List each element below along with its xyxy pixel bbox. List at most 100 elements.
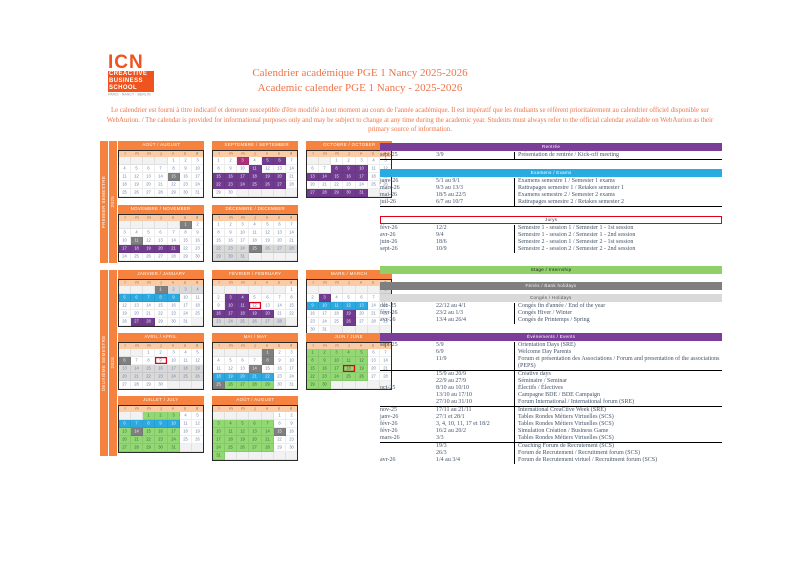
event-row: févr-26 12/2 Semestre 1 - session 1 / Seme… xyxy=(380,225,722,232)
event-month: oct-25 xyxy=(380,385,396,391)
day-cell: 6 xyxy=(119,420,132,428)
section-jurys: Jurys févr-26 12/2 Semestre 1 - session 1 /… xyxy=(380,216,722,253)
day-cell: 18 xyxy=(213,373,226,381)
event-row: janv-26 27/1 et 28/1 Tables Rondes Métiers… xyxy=(380,414,722,421)
day-cell: 21 xyxy=(285,173,297,181)
day-cell: 21 xyxy=(155,181,168,189)
day-cell: 29 xyxy=(167,189,180,197)
day-cell: 15 xyxy=(179,237,192,245)
event-date: 27/10 au 31/10 xyxy=(436,399,472,405)
day-cell: 10 xyxy=(237,229,250,237)
day-cell: 30 xyxy=(191,253,203,261)
day-cell: 15 xyxy=(331,173,344,181)
day-cell: 13 xyxy=(119,365,132,373)
day-cell: 12 xyxy=(143,237,156,245)
section-feries: Fériés / Bank holidays xyxy=(380,282,722,290)
day-cell: 16 xyxy=(167,302,180,310)
day-cell: 9 xyxy=(191,229,203,237)
month-title: SEPTEMBRE / SEPTEMBER xyxy=(212,141,298,150)
logo-line-business: BUSINESS xyxy=(108,78,154,85)
day-cell: 19 xyxy=(379,173,391,181)
day-cell: 23 xyxy=(273,373,286,381)
event-row: 19/3 Coaching Forum de Recrutement (SCS) xyxy=(380,443,722,450)
event-label: Tables Rondes Métiers Virtuelles (SCS) xyxy=(514,414,722,421)
day-cell: 11 xyxy=(191,294,203,302)
event-date: 17/11 au 21/11 xyxy=(436,407,472,413)
day-cell: 14 xyxy=(319,173,332,181)
day-cell: 7 xyxy=(319,165,332,173)
day-cell: 25 xyxy=(191,310,203,318)
day-cell: 18 xyxy=(179,428,192,436)
day-cell: 22 xyxy=(213,245,226,253)
event-month xyxy=(380,443,436,450)
day-cell xyxy=(285,189,297,197)
day-cell: 20 xyxy=(307,181,320,189)
day-cell: 19 xyxy=(261,237,274,245)
day-cell: 18 xyxy=(191,302,203,310)
day-cell: 27 xyxy=(261,318,274,326)
day-cell: 17 xyxy=(179,302,192,310)
day-cell xyxy=(249,286,262,294)
day-cell: 4 xyxy=(179,412,192,420)
event-row: avr-26 1/4 au 3/4 Forum de Recrutement vir… xyxy=(380,457,722,464)
day-cell: 8 xyxy=(273,420,286,428)
day-cell: 11 xyxy=(343,357,356,365)
day-cell: 1 xyxy=(379,286,391,294)
day-cell: 18 xyxy=(119,181,132,189)
event-row: 22/9 au 27/9 Séminaire / Seminar xyxy=(380,378,722,385)
day-cell: 9 xyxy=(179,165,192,173)
day-cell xyxy=(237,286,250,294)
day-cell: 8 xyxy=(285,294,297,302)
day-cell: 2 xyxy=(155,349,168,357)
day-cell: 10 xyxy=(191,165,203,173)
section-examens: Examens / Exams janv-26 5/1 au 9/1 Examens … xyxy=(380,169,722,207)
day-cell: 11 xyxy=(249,229,262,237)
day-cell: 12 xyxy=(191,420,203,428)
day-cell: 10 xyxy=(237,165,250,173)
section-header-stage: Stage / Internship xyxy=(380,266,722,274)
day-cell: 17 xyxy=(355,173,368,181)
event-label: Forum de Recrutement / Recruitment forum… xyxy=(514,450,722,457)
day-cell: 5 xyxy=(225,357,238,365)
day-cell xyxy=(249,412,262,420)
month-title: NOVEMBRE / NOVEMBER xyxy=(118,205,204,214)
event-date: 5/9 xyxy=(436,342,444,348)
day-cell: 14 xyxy=(273,302,286,310)
day-cell: 29 xyxy=(273,444,286,452)
event-month: janv-26 xyxy=(380,178,399,184)
day-cell: 27 xyxy=(119,381,132,389)
event-date: 6/9 xyxy=(436,349,444,355)
day-cell: 24 xyxy=(237,181,250,189)
day-cell: 12 xyxy=(225,365,238,373)
event-month: févr-26 xyxy=(380,428,398,434)
day-cell xyxy=(213,286,226,294)
day-cell xyxy=(273,452,286,460)
month-title: DÉCEMBRE / DECEMBER xyxy=(212,205,298,214)
event-date: 9/3 au 13/3 xyxy=(436,185,463,191)
day-cell: 30 xyxy=(155,444,168,452)
day-cell: 17 xyxy=(213,436,226,444)
day-cell: 9 xyxy=(307,302,320,310)
day-cell: 5 xyxy=(261,221,274,229)
day-cell: 7 xyxy=(143,294,156,302)
day-cell xyxy=(355,286,368,294)
day-cell: 17 xyxy=(225,310,238,318)
day-cell: 3 xyxy=(167,412,180,420)
title-french: Calendrier académique PGE 1 Nancy 2025-2… xyxy=(252,67,468,79)
day-cell: 2 xyxy=(167,286,180,294)
day-cell xyxy=(261,253,274,261)
day-cell: 8 xyxy=(261,357,274,365)
event-label: Forum de Recrutement virtuel / Recruitme… xyxy=(514,457,722,464)
day-cell: 16 xyxy=(213,310,226,318)
day-cell: 2 xyxy=(285,412,297,420)
day-cell: 25 xyxy=(179,373,192,381)
day-cell: 22 xyxy=(179,245,192,253)
day-cell: 12 xyxy=(191,357,203,365)
day-cell: 16 xyxy=(191,237,203,245)
event-month: févr-26 xyxy=(380,310,398,316)
day-cell: 27 xyxy=(367,373,380,381)
day-cell: 23 xyxy=(285,436,297,444)
day-cell: 5 xyxy=(355,349,368,357)
event-month: mars-26 xyxy=(380,185,400,191)
